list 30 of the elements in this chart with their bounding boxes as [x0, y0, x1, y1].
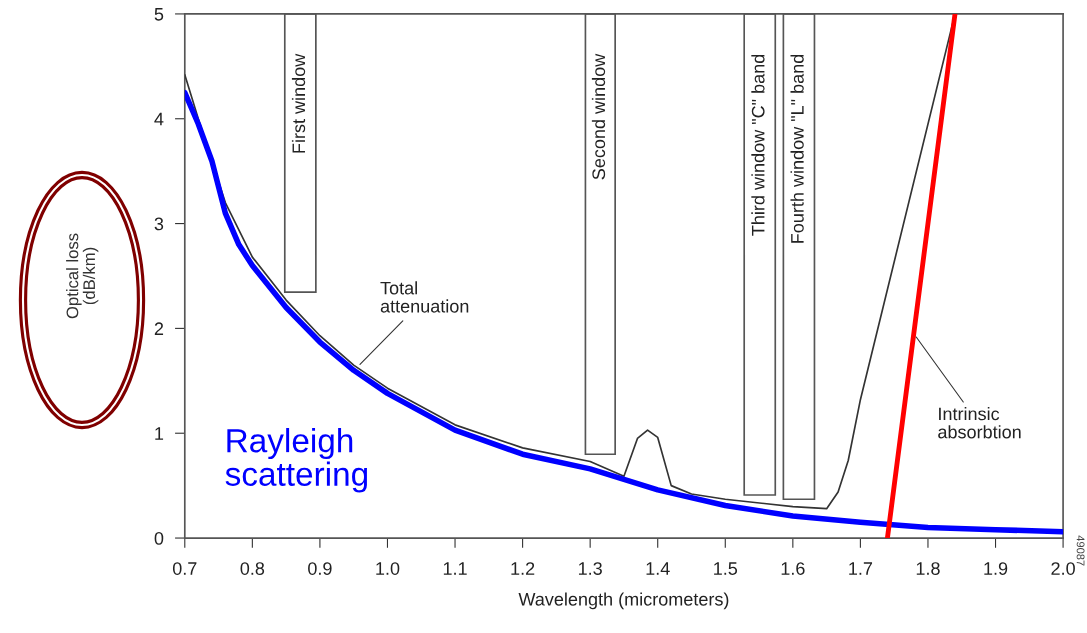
y-axis-title: Optical loss (dB/km) — [66, 233, 99, 319]
band-label: Fourth window "L" band — [790, 54, 804, 243]
band-label: First window — [291, 53, 306, 153]
x-tick-label: 1.6 — [781, 562, 805, 575]
band-label: Third window "C" band — [751, 54, 765, 236]
x-tick-label: 1.7 — [849, 562, 873, 575]
y-tick-label: 2 — [154, 322, 164, 335]
text: Total attenuation — [380, 281, 469, 313]
y-tick-label: 5 — [154, 8, 164, 21]
x-tick-label: 1.1 — [443, 562, 467, 575]
x-axis-title: Wavelength (micrometers) — [518, 592, 729, 610]
x-tick-label: 2.0 — [1051, 562, 1075, 575]
x-tick-label: 1.4 — [646, 562, 670, 575]
x-tick-label: 1.0 — [376, 562, 400, 575]
x-tick-label: 0.9 — [308, 562, 332, 575]
y-tick-label: 3 — [154, 217, 164, 231]
y-tick-label: 1 — [155, 427, 164, 440]
band-label: Second window — [591, 53, 606, 180]
y-tick-label: 4 — [154, 112, 164, 126]
x-tick-label: 1.3 — [578, 562, 602, 575]
x-tick-label: 1.9 — [984, 562, 1008, 575]
x-tick-label: 1.2 — [511, 562, 535, 575]
series-label: Rayleigh scattering — [225, 427, 368, 493]
x-tick-label: 1.5 — [714, 562, 738, 575]
x-tick-label: 1.8 — [916, 562, 940, 575]
series-label: Intrinsic absorbtion — [938, 407, 1021, 439]
x-tick-label: 0.8 — [240, 562, 265, 575]
x-tick-label: 0.7 — [172, 562, 197, 575]
y-tick-label: 0 — [154, 531, 164, 545]
text: 49087 — [1076, 535, 1085, 566]
